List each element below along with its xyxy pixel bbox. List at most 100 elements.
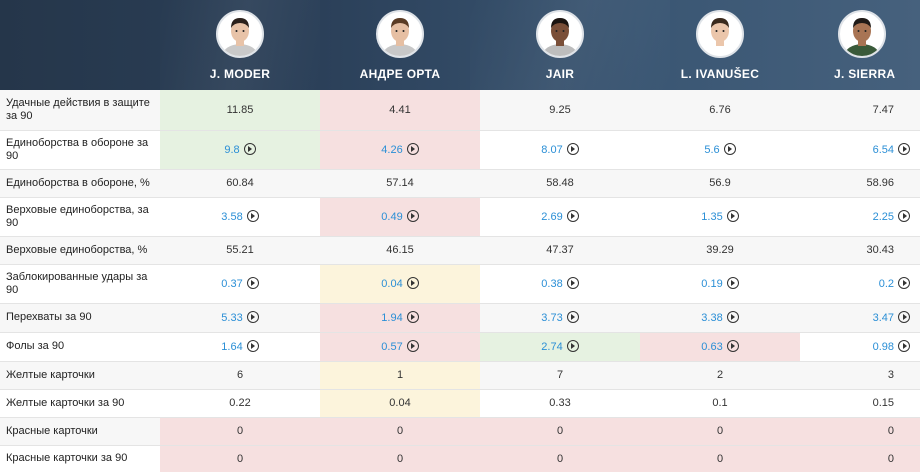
player-photo-icon[interactable] — [838, 10, 886, 58]
play-video-icon[interactable] — [723, 143, 736, 155]
play-video-icon[interactable] — [246, 277, 259, 289]
stat-label: Красные карточки за 90 — [0, 445, 160, 472]
play-video-icon[interactable] — [566, 340, 579, 352]
player-photo-icon[interactable] — [376, 10, 424, 58]
stat-value-cell[interactable]: 3.73 — [480, 303, 640, 333]
stat-value: 60.84 — [226, 177, 254, 189]
stat-value-cell[interactable]: 5.6 — [640, 130, 800, 170]
stat-value-link[interactable]: 2.69 — [541, 211, 563, 223]
stat-value-cell[interactable]: 1.35 — [640, 197, 800, 237]
stat-value: 58.48 — [546, 177, 574, 189]
play-video-icon[interactable] — [566, 277, 579, 289]
play-video-icon[interactable] — [898, 143, 910, 155]
stat-value-link[interactable]: 6.54 — [872, 144, 894, 156]
stat-value-link[interactable]: 9.8 — [224, 144, 240, 156]
play-video-icon[interactable] — [726, 340, 739, 352]
stat-value-cell[interactable]: 0.57 — [320, 332, 480, 362]
stat-value-link[interactable]: 3.38 — [701, 312, 723, 324]
play-video-icon[interactable] — [246, 210, 259, 222]
stat-value-link[interactable]: 3.73 — [541, 312, 563, 324]
stat-value-link[interactable]: 0.19 — [701, 278, 723, 290]
stat-value-link[interactable]: 0.57 — [381, 341, 403, 353]
stat-value-link[interactable]: 0.37 — [221, 278, 243, 290]
stat-value-cell: 0 — [640, 417, 800, 446]
stat-value-cell[interactable]: 6.54 — [800, 130, 920, 170]
play-video-icon[interactable] — [243, 143, 256, 155]
stat-value: 4.41 — [389, 103, 411, 116]
stat-value-cell[interactable]: 5.33 — [160, 303, 320, 333]
play-video-icon[interactable] — [726, 311, 739, 323]
stat-value-link[interactable]: 2.25 — [872, 211, 894, 223]
player-photo-icon[interactable] — [696, 10, 744, 58]
stat-value-cell[interactable]: 0.04 — [320, 264, 480, 304]
stat-value-link[interactable]: 1.94 — [381, 312, 403, 324]
player-photo-icon[interactable] — [536, 10, 584, 58]
stat-value-cell[interactable]: 0.2 — [800, 264, 920, 304]
stat-value-cell[interactable]: 0.38 — [480, 264, 640, 304]
play-video-icon[interactable] — [726, 210, 739, 222]
play-video-icon[interactable] — [898, 277, 910, 289]
stat-value-link[interactable]: 0.38 — [541, 278, 563, 290]
stat-value-cell[interactable]: 3.47 — [800, 303, 920, 333]
stat-value-cell: 0 — [160, 417, 320, 446]
player-name[interactable]: L. IVANUŠEC — [680, 67, 760, 81]
stat-value-cell[interactable]: 9.8 — [160, 130, 320, 170]
stat-value-cell[interactable]: 0.19 — [640, 264, 800, 304]
play-video-icon[interactable] — [406, 311, 419, 323]
stat-row: Единоборства в обороне за 90 9.8 4.26 8.07 5… — [0, 130, 920, 170]
player-photo-icon[interactable] — [216, 10, 264, 58]
stat-value-cell[interactable]: 0.63 — [640, 332, 800, 362]
stat-value-link[interactable]: 1.35 — [701, 211, 723, 223]
stat-value-link[interactable]: 5.33 — [221, 312, 243, 324]
play-video-icon[interactable] — [406, 143, 419, 155]
play-video-icon[interactable] — [566, 210, 579, 222]
stat-value-cell[interactable]: 0.37 — [160, 264, 320, 304]
stat-value-link[interactable]: 0.2 — [878, 278, 894, 290]
stat-label: Единоборства в обороне за 90 — [0, 130, 160, 170]
play-video-icon[interactable] — [898, 311, 910, 323]
stat-value-cell[interactable]: 2.25 — [800, 197, 920, 237]
stat-value-cell: 0 — [320, 417, 480, 446]
stat-value-link[interactable]: 1.64 — [221, 341, 243, 353]
play-video-icon[interactable] — [726, 277, 739, 289]
play-video-icon[interactable] — [898, 210, 910, 222]
stat-value-cell: 60.84 — [160, 169, 320, 198]
stat-value-cell[interactable]: 0.98 — [800, 332, 920, 362]
stat-value-cell: 0 — [160, 445, 320, 472]
stat-value-link[interactable]: 5.6 — [704, 144, 720, 156]
stat-value-cell[interactable]: 3.58 — [160, 197, 320, 237]
stat-label: Заблокированные удары за 90 — [0, 264, 160, 304]
play-video-icon[interactable] — [406, 277, 419, 289]
stat-value-link[interactable]: 0.04 — [381, 278, 403, 290]
play-video-icon[interactable] — [406, 210, 419, 222]
stat-value-cell[interactable]: 1.94 — [320, 303, 480, 333]
play-video-icon[interactable] — [246, 340, 259, 352]
stat-value-link[interactable]: 3.47 — [872, 312, 894, 324]
stat-value-link[interactable]: 0.49 — [381, 211, 403, 223]
stat-value-cell[interactable]: 0.49 — [320, 197, 480, 237]
stat-value-cell[interactable]: 4.26 — [320, 130, 480, 170]
player-name[interactable]: JAIR — [545, 67, 575, 81]
stat-value: 7 — [556, 369, 564, 381]
stat-value-cell[interactable]: 1.64 — [160, 332, 320, 362]
stat-value-cell: 0 — [480, 445, 640, 472]
play-video-icon[interactable] — [898, 340, 910, 352]
stat-value-link[interactable]: 3.58 — [221, 211, 243, 223]
stat-value-link[interactable]: 8.07 — [541, 144, 563, 156]
player-name[interactable]: АНДРЕ ОРТА — [359, 67, 441, 81]
stat-value-cell[interactable]: 8.07 — [480, 130, 640, 170]
play-video-icon[interactable] — [406, 340, 419, 352]
play-video-icon[interactable] — [246, 311, 259, 323]
player-name[interactable]: J. SIERRA — [834, 67, 896, 81]
play-video-icon[interactable] — [566, 311, 579, 323]
stat-value-link[interactable]: 4.26 — [381, 144, 403, 156]
stat-value-cell[interactable]: 2.69 — [480, 197, 640, 237]
stat-value-link[interactable]: 2.74 — [541, 341, 563, 353]
player-name[interactable]: J. MODER — [209, 67, 271, 81]
stat-value-cell[interactable]: 2.74 — [480, 332, 640, 362]
stat-row: Верховые единоборства, % 55.21 46.15 47.37 3… — [0, 236, 920, 265]
stat-value-cell[interactable]: 3.38 — [640, 303, 800, 333]
play-video-icon[interactable] — [566, 143, 579, 155]
stat-value-link[interactable]: 0.63 — [701, 341, 723, 353]
stat-value-link[interactable]: 0.98 — [872, 341, 894, 353]
